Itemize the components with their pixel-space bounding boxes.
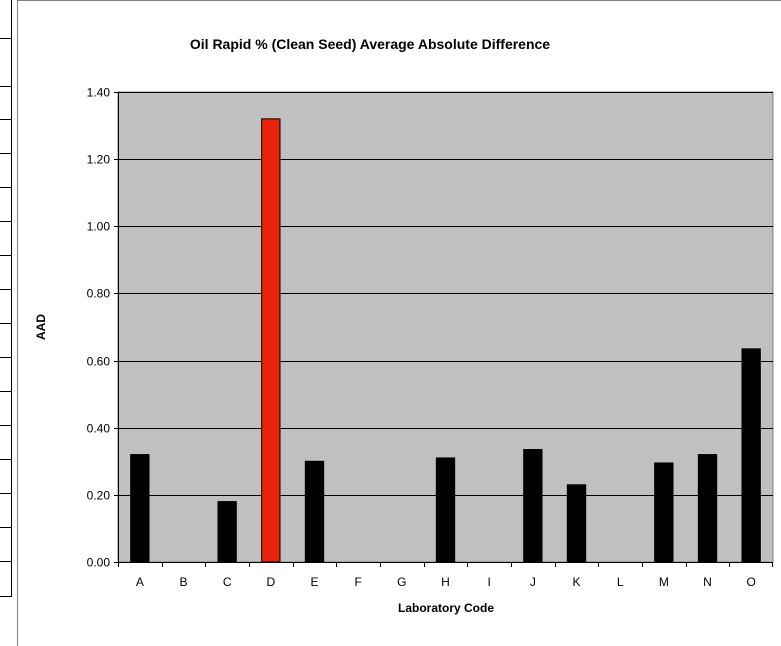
bar-a <box>130 454 150 563</box>
bar-o <box>741 348 761 563</box>
bar-e <box>304 460 325 563</box>
y-tick-label: 0.80 <box>87 287 111 301</box>
x-tick-label: K <box>572 575 580 589</box>
bar-j <box>523 449 543 563</box>
x-tick-label: C <box>223 575 232 589</box>
bar-h <box>435 457 456 563</box>
y-tick-label: 1.00 <box>87 220 111 234</box>
bar-d <box>261 118 281 563</box>
x-tick-label: H <box>441 575 450 589</box>
bar-c <box>217 501 237 563</box>
chart-title: Oil Rapid % (Clean Seed) Average Absolut… <box>190 36 550 52</box>
spreadsheet-row-borders <box>0 0 12 597</box>
bar-m <box>654 462 674 563</box>
bar-k <box>566 484 587 563</box>
y-tick-label: 0.60 <box>87 355 111 369</box>
y-axis-label: AAD <box>34 314 48 340</box>
x-tick-label: F <box>354 575 361 589</box>
y-tick-label: 0.20 <box>87 489 111 503</box>
x-tick-label: L <box>617 575 624 589</box>
x-tick-label: B <box>179 575 187 589</box>
bar-n <box>697 454 718 563</box>
x-tick-label: D <box>266 575 275 589</box>
x-tick-label: N <box>703 575 712 589</box>
y-tick-label: 0.00 <box>87 556 111 570</box>
x-axis-label: Laboratory Code <box>398 601 494 615</box>
x-tick-label: I <box>487 575 490 589</box>
bars <box>130 118 761 563</box>
x-tick-label: E <box>310 575 318 589</box>
y-tick-label: 1.20 <box>87 153 111 167</box>
axes <box>114 92 773 567</box>
x-tick-label: O <box>746 575 755 589</box>
y-tick-labels: 0.00 0.20 0.40 0.60 0.80 1.00 1.20 1.40 <box>87 86 111 570</box>
x-tick-label: M <box>659 575 669 589</box>
y-tick-label: 1.40 <box>87 86 111 100</box>
y-tick-label: 0.40 <box>87 422 111 436</box>
x-tick-label: A <box>136 575 144 589</box>
x-tick-labels: A B C D E F G H I J K L M N O <box>136 575 756 589</box>
x-tick-label: J <box>530 575 536 589</box>
x-tick-label: G <box>397 575 406 589</box>
